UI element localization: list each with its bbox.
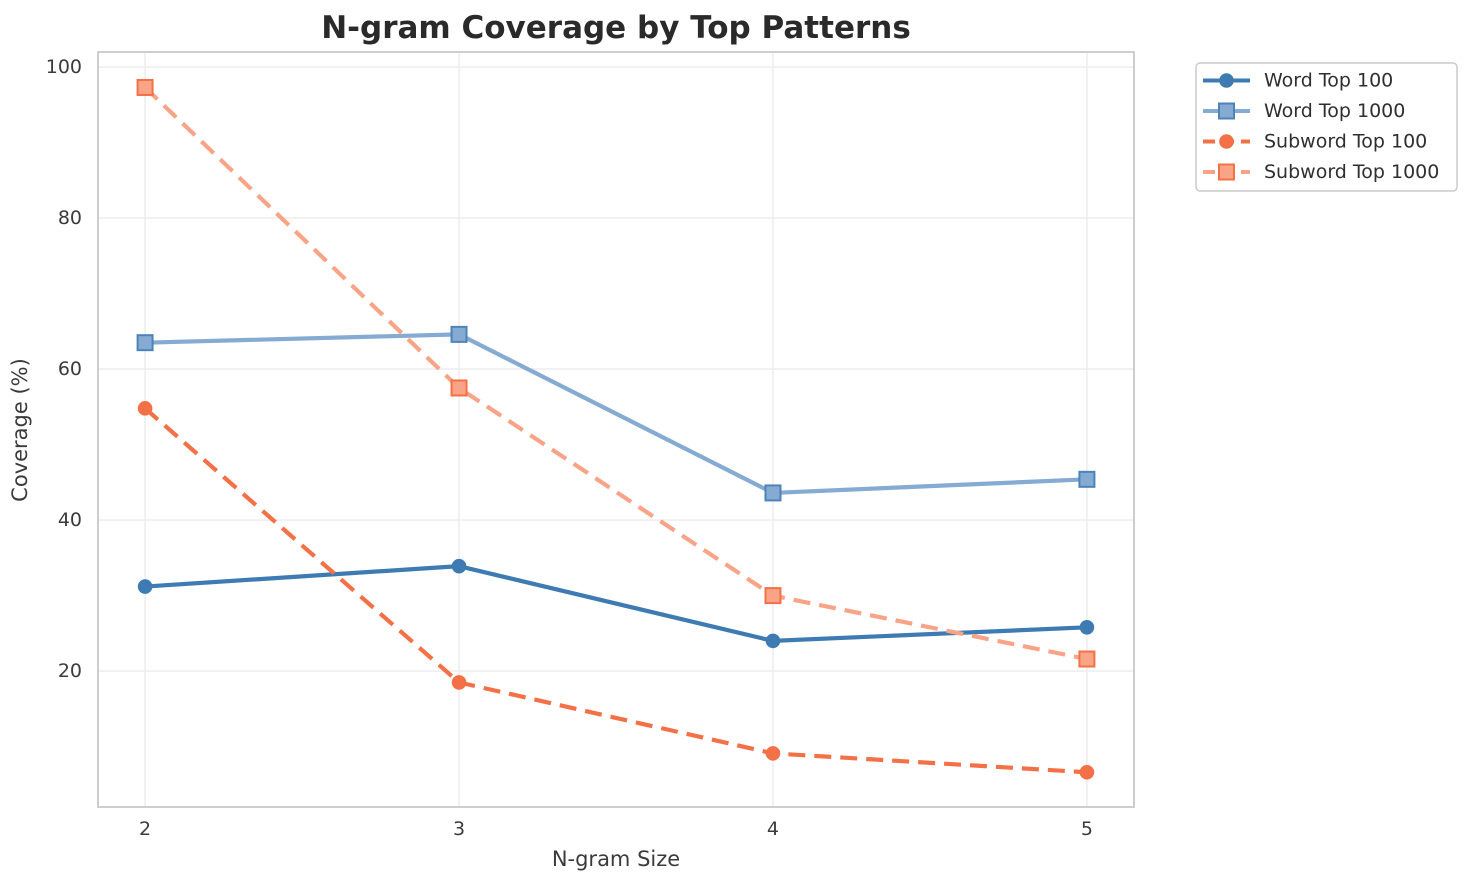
y-tick-label: 20: [58, 660, 82, 682]
y-tick-label: 80: [58, 207, 82, 229]
series-line: [144, 564, 1087, 644]
x-tick-label: 3: [453, 818, 465, 840]
data-point-marker: [137, 579, 153, 594]
x-tick-label: 4: [767, 818, 779, 840]
data-point-marker: [765, 633, 781, 649]
legend-item: Word Top 1000: [1203, 100, 1405, 122]
series-word-top-100: [137, 558, 1095, 649]
plot-border: [97, 51, 1135, 808]
legend-item: Subword Top 100: [1203, 131, 1427, 153]
data-point-marker: [450, 379, 468, 397]
data-point-marker: [136, 78, 154, 96]
legend: Word Top 100 Word Top 1000 Subword Top 100…: [1195, 62, 1458, 192]
legend-item: Subword Top 1000: [1203, 161, 1439, 183]
legend-marker: [1218, 163, 1235, 181]
legend-marker: [1219, 73, 1234, 88]
y-tick-label: 40: [58, 509, 82, 531]
series-layer: [136, 78, 1096, 780]
data-point-marker: [1078, 470, 1096, 488]
y-tick-label: 100: [46, 56, 82, 78]
data-point-marker: [137, 401, 153, 416]
x-axis-label: N-gram Size: [552, 847, 680, 871]
legend-label: Subword Top 100: [1264, 131, 1427, 153]
data-point-marker: [451, 675, 467, 690]
legend-box: [1195, 62, 1458, 192]
legend-label: Subword Top 1000: [1264, 161, 1439, 183]
grid-layer: [98, 52, 1134, 807]
x-tick-label: 2: [139, 818, 151, 840]
data-point-marker: [764, 587, 782, 605]
series-line: [145, 332, 1087, 496]
series-subword-top-1000: [136, 78, 1096, 668]
data-point-marker: [1079, 620, 1095, 635]
chart-title: N-gram Coverage by Top Patterns: [321, 10, 911, 46]
series-subword-top-100: [137, 401, 1095, 780]
series-line: [143, 406, 1088, 775]
y-tick-label: 60: [58, 358, 82, 380]
legend-label: Word Top 100: [1264, 70, 1393, 92]
legend-marker: [1218, 102, 1235, 120]
legend-item: Word Top 100: [1203, 70, 1393, 92]
data-point-marker: [450, 325, 468, 343]
data-point-marker: [451, 558, 467, 574]
data-point-marker: [764, 484, 782, 502]
data-point-marker: [765, 746, 781, 761]
x-tick-label: 5: [1081, 818, 1093, 840]
legend-marker: [1219, 134, 1234, 149]
data-point-marker: [1078, 650, 1096, 668]
series-line: [143, 85, 1088, 662]
data-point-marker: [1079, 764, 1095, 780]
data-point-marker: [136, 334, 154, 352]
tick-layer: 2 3 4 5 20 40 60 80 100: [46, 56, 1093, 840]
y-axis-label: Coverage (%): [8, 358, 32, 502]
series-word-top-1000: [136, 325, 1096, 502]
legend-label: Word Top 1000: [1264, 100, 1405, 122]
